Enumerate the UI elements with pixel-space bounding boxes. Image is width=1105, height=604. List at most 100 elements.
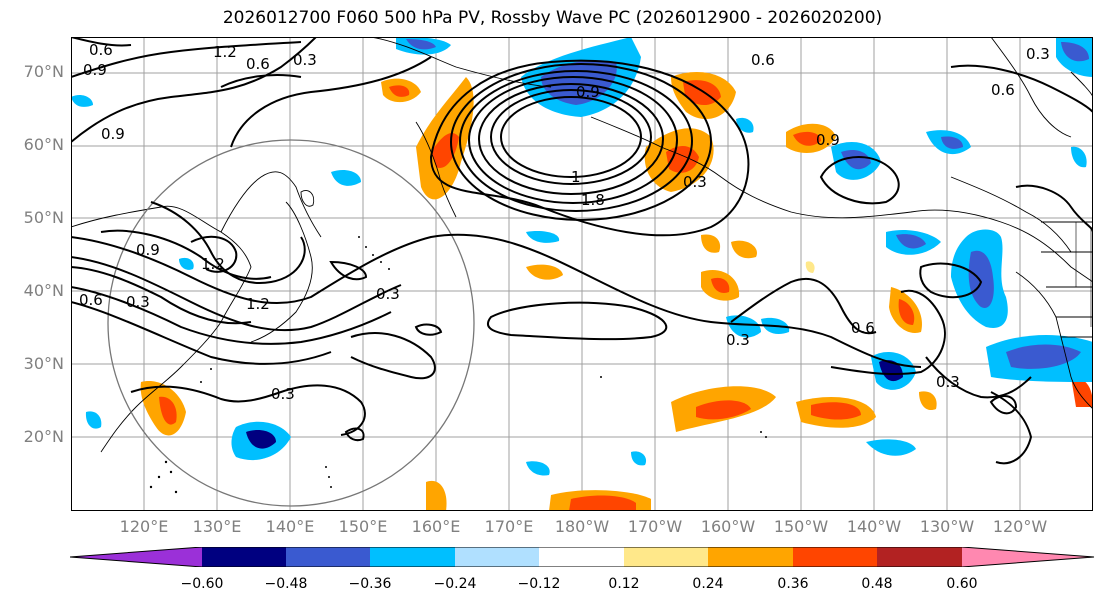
contour-label: 1 bbox=[571, 168, 581, 186]
pv-contour bbox=[429, 59, 750, 237]
contour-label: 0.3 bbox=[293, 51, 317, 69]
colorbar-segment bbox=[286, 547, 371, 567]
pv-contour bbox=[230, 56, 432, 148]
anomaly-positive bbox=[711, 277, 730, 293]
pv-contour bbox=[989, 395, 1018, 415]
map-title: 2026012700 F060 500 hPa PV, Rossby Wave … bbox=[222, 8, 883, 28]
contour-label: 0.3 bbox=[376, 285, 400, 303]
anomaly-positive bbox=[811, 402, 861, 420]
colorbar-tick-label: −0.24 bbox=[433, 576, 477, 592]
pv-contours bbox=[71, 37, 1093, 465]
pv-contour bbox=[500, 96, 642, 178]
pv-contour bbox=[919, 262, 983, 299]
radius-circle bbox=[107, 139, 475, 507]
anomaly-negative bbox=[968, 250, 994, 308]
anomaly-negative bbox=[526, 461, 550, 476]
anomaly-negative bbox=[179, 257, 194, 270]
pv-contour bbox=[486, 301, 668, 341]
pv-contour bbox=[130, 384, 366, 436]
pv-contour bbox=[71, 266, 252, 325]
lon-label: 130°W bbox=[919, 517, 975, 536]
lon-label: 150°E bbox=[338, 517, 388, 536]
lon-label: 140°W bbox=[846, 517, 902, 536]
pv-contour bbox=[71, 37, 317, 143]
colorbar-segment bbox=[70, 547, 202, 567]
colorbar-tick-label: 0.48 bbox=[861, 576, 893, 592]
anomaly-negative bbox=[85, 411, 102, 429]
anomaly-positive bbox=[569, 495, 636, 511]
anomaly-positive bbox=[919, 391, 937, 411]
anomaly-negative bbox=[879, 360, 903, 382]
anomaly-positive bbox=[731, 240, 757, 259]
anomaly-negative bbox=[631, 451, 647, 466]
pv-contour bbox=[71, 286, 392, 345]
map-panel: 0.6 1.2 0.6 0.3 0.9 0.9 0.9 1.2 0.6 0.3 … bbox=[71, 37, 1093, 511]
pv-contour bbox=[468, 76, 678, 204]
pv-contour bbox=[819, 156, 900, 205]
anomaly-positive bbox=[696, 400, 751, 420]
colorbar-segment bbox=[708, 547, 794, 567]
contour-label: 1.2 bbox=[201, 255, 225, 273]
anomaly-positive bbox=[159, 396, 177, 425]
colorbar-segment bbox=[624, 547, 709, 567]
colorbar-tick-label: −0.48 bbox=[264, 576, 308, 592]
contour-label: 0.3 bbox=[726, 331, 750, 349]
anomaly-negative bbox=[1071, 146, 1087, 168]
colorbar-tick-label: 0.12 bbox=[608, 576, 640, 592]
colorbar-tick-label: 0.60 bbox=[946, 576, 978, 592]
lon-label: 160°E bbox=[411, 517, 461, 536]
lat-label: 40°N bbox=[23, 281, 64, 300]
pv-contour bbox=[478, 83, 664, 195]
contour-label: 0.9 bbox=[83, 61, 107, 79]
anomaly-shading bbox=[71, 37, 1093, 511]
pv-contour bbox=[830, 289, 946, 376]
colorbar bbox=[70, 547, 1095, 567]
contour-label: 0.3 bbox=[683, 173, 707, 191]
contour-label: 1.2 bbox=[213, 43, 237, 61]
colorbar-segment bbox=[962, 547, 1094, 567]
contour-label: 1.2 bbox=[246, 295, 270, 313]
contour-label: 0.6 bbox=[851, 319, 875, 337]
contour-label: 0.3 bbox=[936, 373, 960, 391]
anomaly-negative bbox=[736, 117, 754, 133]
anomaly-negative bbox=[331, 170, 361, 186]
anomaly-negative bbox=[841, 150, 871, 170]
anomaly-negative bbox=[246, 430, 276, 449]
contour-label: 0.9 bbox=[576, 83, 600, 101]
pv-contour bbox=[459, 70, 693, 212]
lon-label: 170°E bbox=[484, 517, 534, 536]
pv-contour bbox=[414, 323, 443, 336]
anomaly-negative bbox=[866, 439, 916, 456]
pv-contour bbox=[490, 89, 652, 185]
colorbar-tick-label: 0.36 bbox=[777, 576, 809, 592]
lat-label: 50°N bbox=[23, 208, 64, 227]
contour-label: 0.9 bbox=[101, 125, 125, 143]
colorbar-segment bbox=[202, 547, 287, 567]
colorbar-tick-label: 0.24 bbox=[692, 576, 724, 592]
anomaly-negative bbox=[1061, 42, 1089, 62]
contour-label: 0.6 bbox=[89, 41, 113, 59]
anomaly-negative bbox=[896, 234, 926, 249]
lat-label: 70°N bbox=[23, 62, 64, 81]
anomaly-positive bbox=[805, 261, 815, 273]
pv-contour bbox=[71, 37, 132, 47]
anomaly-positive bbox=[389, 85, 410, 97]
map-canvas: 0.6 1.2 0.6 0.3 0.9 0.9 0.9 1.2 0.6 0.3 … bbox=[71, 37, 1093, 511]
lon-label: 170°W bbox=[627, 517, 683, 536]
lon-label: 120°W bbox=[992, 517, 1048, 536]
pv-contour bbox=[950, 64, 1093, 113]
colorbar-segment bbox=[539, 547, 625, 567]
lon-label: 150°W bbox=[773, 517, 829, 536]
lat-label: 30°N bbox=[23, 354, 64, 373]
pv-contour bbox=[990, 391, 1033, 465]
anomaly-positive bbox=[526, 264, 563, 280]
pv-contour bbox=[100, 229, 272, 280]
contour-label: 0.6 bbox=[991, 81, 1015, 99]
colorbar-tick-label: −0.12 bbox=[517, 576, 561, 592]
pv-contour bbox=[190, 235, 238, 273]
pv-contour bbox=[71, 301, 332, 365]
contour-label: 1.8 bbox=[581, 191, 605, 209]
anomaly-positive bbox=[898, 299, 915, 325]
anomaly-negative bbox=[1006, 344, 1081, 369]
anomaly-positive bbox=[683, 80, 721, 106]
